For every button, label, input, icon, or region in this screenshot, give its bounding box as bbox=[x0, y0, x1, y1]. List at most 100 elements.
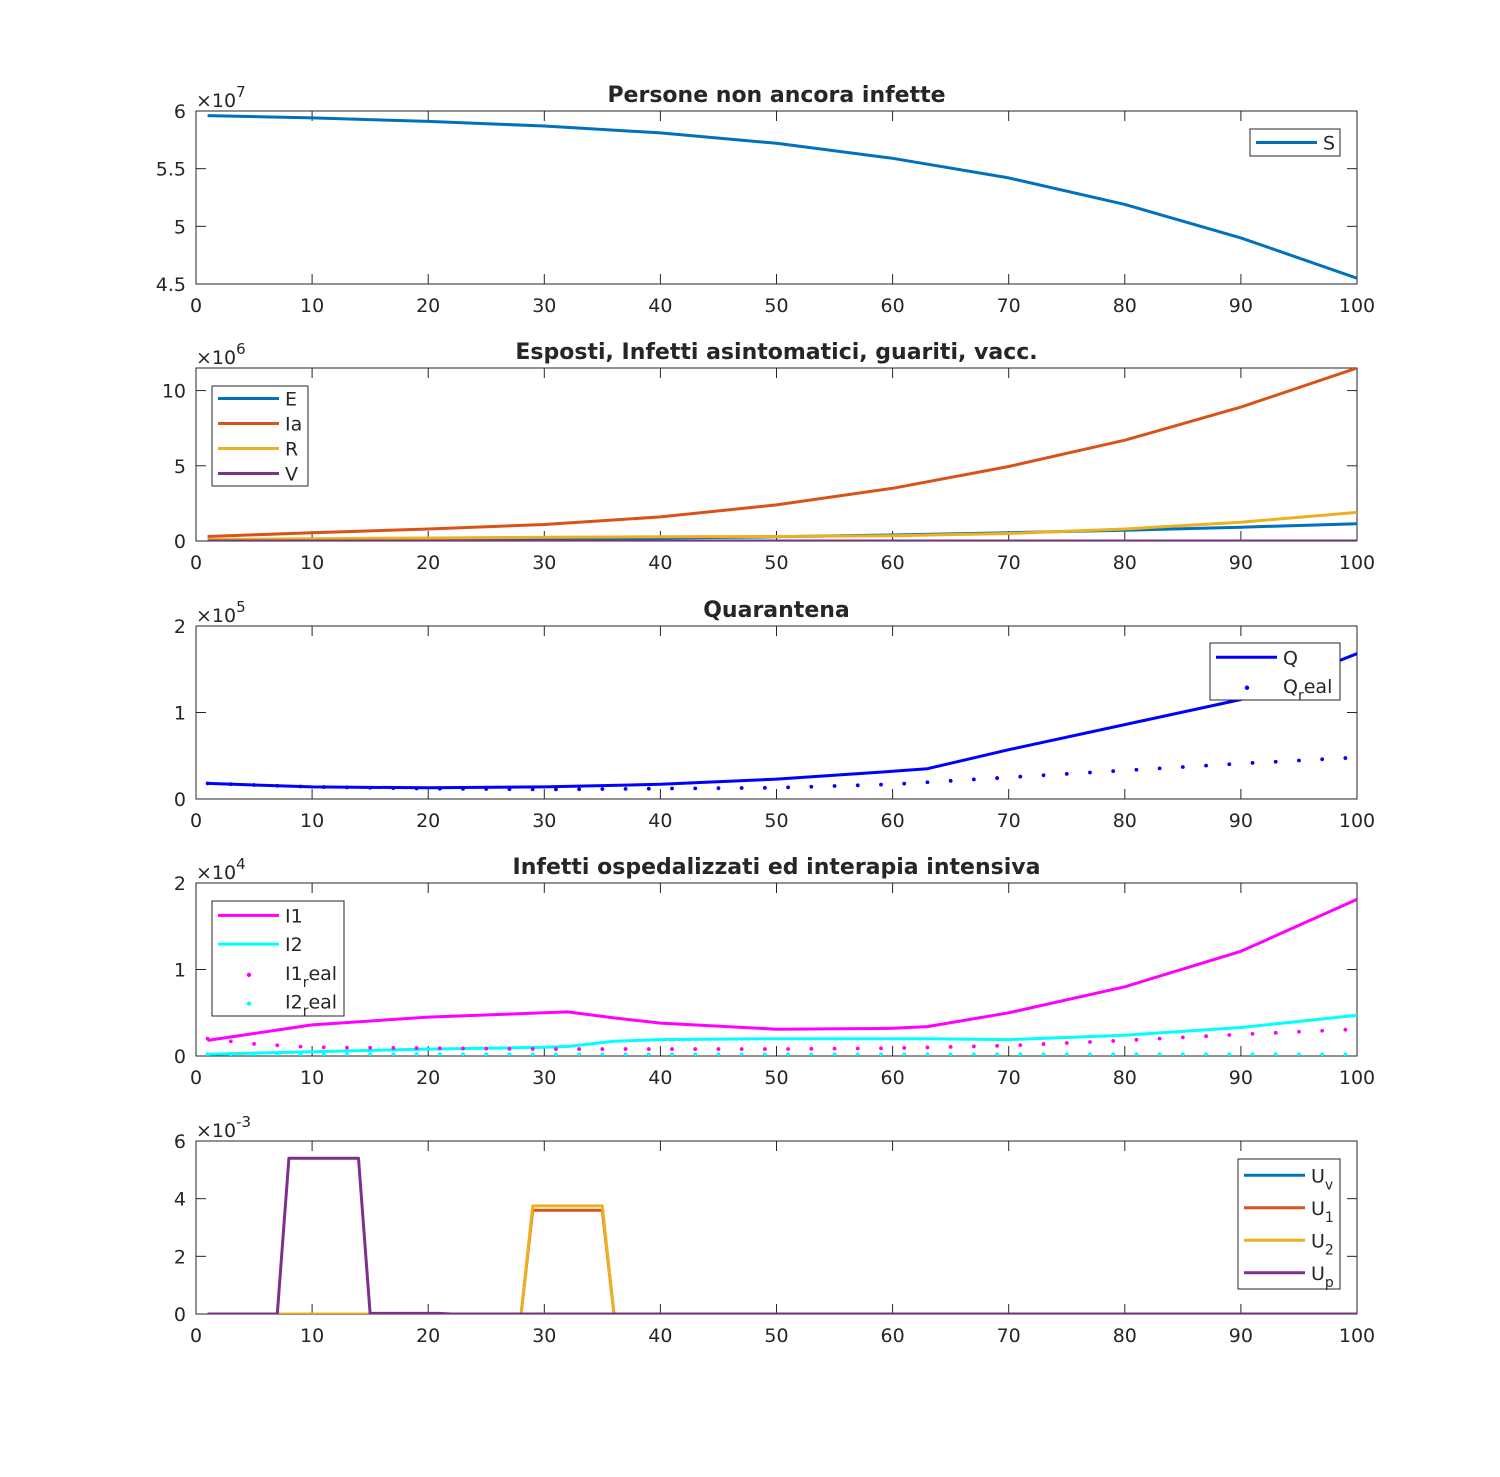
series-qreal-point bbox=[1227, 762, 1232, 767]
series-i2real-point bbox=[1343, 1052, 1348, 1056]
series-i2real-point bbox=[321, 1052, 326, 1056]
legend: E Ia RV bbox=[211, 385, 309, 487]
x-tick-label: 30 bbox=[532, 295, 556, 317]
series-qreal-point bbox=[205, 781, 210, 786]
legend-box bbox=[211, 385, 309, 487]
x-tick-label: 10 bbox=[300, 295, 324, 317]
series-i1real-point bbox=[1273, 1030, 1278, 1035]
series-group bbox=[207, 368, 1357, 541]
series-qreal-point bbox=[554, 787, 558, 792]
series-i1real-point bbox=[530, 1047, 535, 1051]
y-tick-label: 0 bbox=[174, 1304, 186, 1326]
series-i2real-point bbox=[414, 1052, 419, 1056]
series-i1real-point bbox=[228, 1039, 233, 1044]
x-tick-label: 70 bbox=[997, 295, 1021, 317]
legend-i2real-label-tail: eal bbox=[308, 992, 337, 1014]
series-i2real-point bbox=[1134, 1052, 1139, 1056]
series-i1real-point bbox=[1250, 1031, 1255, 1036]
series-i1real-point bbox=[298, 1044, 303, 1049]
x-tick-label: 80 bbox=[1113, 1325, 1137, 1347]
x-tick-label: 0 bbox=[190, 810, 202, 832]
series-i2real-point bbox=[437, 1052, 442, 1056]
x-tick-label: 20 bbox=[416, 810, 440, 832]
series-u2-line bbox=[207, 1204, 1357, 1314]
plot-area bbox=[195, 1140, 1358, 1315]
series-i2real-point bbox=[879, 1052, 883, 1056]
series-i2real-point bbox=[484, 1052, 489, 1056]
series-group bbox=[207, 114, 1357, 280]
x-tick-label: 70 bbox=[997, 1325, 1021, 1347]
series-qreal-point bbox=[484, 787, 489, 791]
series-i2real-point bbox=[1250, 1052, 1255, 1056]
x-tick-label: 60 bbox=[881, 295, 905, 317]
series-i2real-point bbox=[832, 1052, 837, 1056]
series-i2real-point bbox=[902, 1052, 907, 1056]
series-i2real-point bbox=[391, 1052, 396, 1056]
series-i1real-point bbox=[577, 1047, 582, 1051]
y-exponent-label: ×106 bbox=[196, 340, 246, 369]
x-tick-label: 50 bbox=[764, 1067, 788, 1089]
series-qreal-point bbox=[228, 782, 233, 787]
legend-q-label: Q bbox=[1283, 647, 1298, 669]
series-i1real-point bbox=[1227, 1033, 1232, 1037]
legend-box bbox=[211, 900, 345, 1017]
series-i1real-point bbox=[995, 1043, 999, 1048]
x-tick-label: 60 bbox=[881, 552, 905, 574]
x-tick-label: 80 bbox=[1113, 1067, 1137, 1089]
series-i2real-point bbox=[530, 1052, 535, 1056]
legend-i2real-label-sub: r bbox=[303, 1004, 309, 1020]
legend-s-label: S bbox=[1323, 133, 1335, 155]
x-tick-label: 20 bbox=[416, 1325, 440, 1347]
series-i1real-point bbox=[1088, 1040, 1092, 1044]
x-tick-label: 20 bbox=[416, 1067, 440, 1089]
series-i2real-point bbox=[855, 1052, 860, 1056]
x-tick-label: 90 bbox=[1229, 810, 1253, 832]
x-tick-label: 10 bbox=[300, 1067, 324, 1089]
series-qreal-point bbox=[1320, 757, 1325, 762]
series-i1real-point bbox=[321, 1045, 326, 1050]
y-exponent-label: ×107 bbox=[196, 83, 246, 112]
series-i2real-point bbox=[1064, 1052, 1069, 1056]
series-i1real-point bbox=[461, 1046, 465, 1051]
chart-panel-2: 0 10 20 30 40 50 60 70 80 90 100 0 5 10 ×106 Esposti, I… bbox=[162, 340, 1375, 574]
series-qreal-point bbox=[1343, 756, 1348, 760]
series-i2real-point bbox=[925, 1052, 930, 1056]
series-i2real-point bbox=[577, 1052, 582, 1056]
y-tick-label: 5 bbox=[174, 216, 186, 238]
x-tick-label: 60 bbox=[881, 1325, 905, 1347]
series-i2real-point bbox=[670, 1052, 674, 1056]
series-i1real-point bbox=[786, 1047, 791, 1051]
x-tick-label: 20 bbox=[416, 295, 440, 317]
legend-e-label: E bbox=[285, 389, 297, 411]
chart-title: Esposti, Infetti asintomatici, guariti, … bbox=[515, 340, 1037, 365]
y-tick-label: 6 bbox=[174, 1131, 186, 1153]
series-i2-line bbox=[207, 1013, 1357, 1056]
series-q-line bbox=[207, 652, 1357, 790]
series-i2real-point bbox=[716, 1052, 721, 1056]
x-tick-label: 100 bbox=[1339, 1067, 1375, 1089]
series-qreal-point bbox=[646, 786, 651, 791]
x-tick-label: 40 bbox=[648, 552, 672, 574]
chart-title: Infetti ospedalizzati ed interapia inten… bbox=[513, 855, 1041, 880]
series-i1real-point bbox=[1320, 1028, 1325, 1033]
series-i1real-point bbox=[345, 1045, 349, 1050]
legend-i2real-swatch bbox=[246, 1001, 252, 1006]
series-qreal-point bbox=[1297, 758, 1301, 763]
y-exponent-label: ×104 bbox=[196, 855, 246, 884]
series-i1real-point bbox=[1297, 1029, 1301, 1034]
series-qreal-point bbox=[670, 786, 674, 791]
x-tick-label: 50 bbox=[764, 810, 788, 832]
series-i2real-point bbox=[368, 1052, 373, 1056]
series-i2real-point bbox=[345, 1052, 349, 1056]
series-i2real-point bbox=[1297, 1052, 1301, 1056]
series-i2real-point bbox=[786, 1052, 791, 1056]
x-tick-label: 90 bbox=[1229, 552, 1253, 574]
y-exponent-value: 5 bbox=[236, 598, 246, 616]
series-i2real-point bbox=[507, 1052, 512, 1056]
y-exponent-label: ×105 bbox=[196, 598, 246, 627]
series-i1real-point bbox=[437, 1046, 442, 1051]
series-qreal-point bbox=[391, 786, 396, 791]
legend-i1real-label-sub: r bbox=[303, 975, 309, 991]
series-qreal-point bbox=[368, 785, 373, 790]
series-i1real-point bbox=[971, 1044, 976, 1049]
